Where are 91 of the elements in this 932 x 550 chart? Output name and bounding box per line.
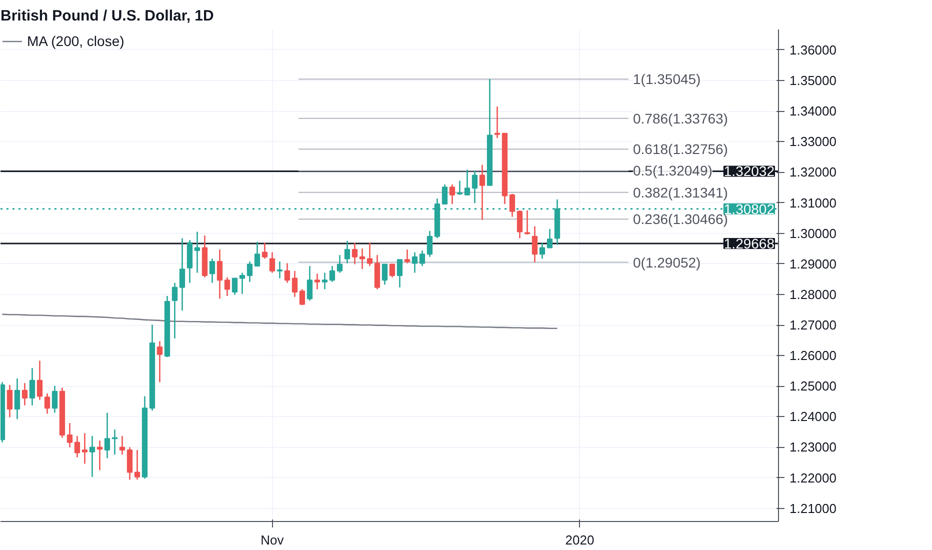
y-tick-label: 1.30000 <box>790 226 836 241</box>
candlestick <box>269 252 276 274</box>
candlestick <box>134 449 140 480</box>
candlestick <box>412 252 418 274</box>
candlestick <box>426 230 433 258</box>
y-tick-label: 1.22000 <box>790 470 836 486</box>
candlestick <box>22 382 28 406</box>
candlestick <box>156 340 163 383</box>
candlestick <box>239 272 246 294</box>
y-tick-label: 1.21000 <box>790 500 836 516</box>
candlestick <box>194 231 200 274</box>
candlestick <box>449 184 456 205</box>
candlestick <box>404 248 410 264</box>
y-tick-label: 1.29000 <box>790 256 836 272</box>
y-tick-label: 1.33000 <box>790 134 836 150</box>
candlestick <box>344 240 350 264</box>
y-tick-label: 1.36000 <box>790 42 836 58</box>
candlestick <box>276 260 283 279</box>
candlestick <box>179 238 186 312</box>
y-tick-label: 1.34000 <box>790 104 836 119</box>
candlestick <box>224 276 230 297</box>
candlestick <box>172 282 178 340</box>
candlestick <box>419 250 426 267</box>
candlestick <box>479 164 486 221</box>
candlestick <box>44 392 50 414</box>
y-tick-label: 1.24000 <box>790 409 836 424</box>
candlestick <box>89 435 96 478</box>
candlestick <box>336 254 343 274</box>
ref-line-label: 1.32032 <box>724 163 775 180</box>
ref-line-label: 0(1.29052) <box>632 254 701 270</box>
candlestick <box>126 446 133 480</box>
y-tick-label: 1.35000 <box>790 73 836 88</box>
candlestick <box>524 210 530 236</box>
candlestick <box>96 440 103 471</box>
candlestick <box>389 264 396 278</box>
candlestick <box>284 262 290 284</box>
candlestick <box>292 270 298 298</box>
candlestick <box>66 422 73 448</box>
chart-title: British Pound / U.S. Dollar, 1D <box>0 8 214 24</box>
candlestick <box>52 385 58 414</box>
ref-line-label: 1.29668 <box>724 235 775 252</box>
candlestick <box>546 228 553 248</box>
y-tick-label: 1.28000 <box>790 286 836 302</box>
candlestick <box>314 273 320 290</box>
ref-line-label: 0.786(1.33763) <box>632 110 728 126</box>
legend-label: MA (200, close) <box>27 33 124 49</box>
x-tick-label: Nov <box>260 532 284 548</box>
line-series <box>2 314 558 330</box>
candlestick <box>74 435 80 458</box>
candlestick <box>36 360 43 401</box>
candlestick <box>82 432 88 464</box>
y-tick-label: 1.31000 <box>790 195 836 210</box>
candlestick <box>299 288 306 306</box>
candlestick <box>216 248 223 300</box>
candlestick <box>322 272 328 290</box>
candlestick <box>29 367 36 406</box>
candlestick <box>456 180 463 196</box>
candlestick <box>472 170 478 204</box>
ref-line-label: 0.5(1.32049) <box>632 162 712 179</box>
candlestick <box>329 265 336 283</box>
candlestick <box>246 260 253 283</box>
candlestick <box>14 378 20 420</box>
candlestick <box>262 242 268 260</box>
candlestick <box>232 278 238 296</box>
candlestick <box>442 184 448 205</box>
candlestick <box>6 384 13 418</box>
y-tick-label: 1.25000 <box>790 378 836 394</box>
y-tick-label: 1.26000 <box>790 348 836 364</box>
y-tick-label: 1.27000 <box>790 318 836 333</box>
ref-line-label: 0.382(1.31341) <box>632 184 728 200</box>
candlestick <box>396 258 403 288</box>
x-tick-label: 2020 <box>565 532 594 548</box>
candlestick <box>516 210 523 239</box>
candlestick <box>494 106 500 139</box>
ref-line-label: 1(1.35045) <box>632 71 701 88</box>
y-tick-label: 1.32000 <box>790 164 836 180</box>
y-tick-label: 1.23000 <box>790 440 836 455</box>
candlestick <box>366 242 373 267</box>
candlestick <box>464 169 470 196</box>
candlestick <box>306 265 313 302</box>
candlestick <box>352 242 358 265</box>
candlestick <box>509 193 516 218</box>
candlestick <box>209 258 216 284</box>
candlestick <box>359 248 366 270</box>
candlestick <box>104 412 110 459</box>
ref-line-label: 0.618(1.32756) <box>632 141 728 158</box>
candlestick <box>382 264 388 286</box>
candlestick <box>532 226 538 264</box>
candlestick <box>119 435 126 456</box>
candlestick <box>539 242 546 260</box>
candlestick <box>254 241 260 267</box>
